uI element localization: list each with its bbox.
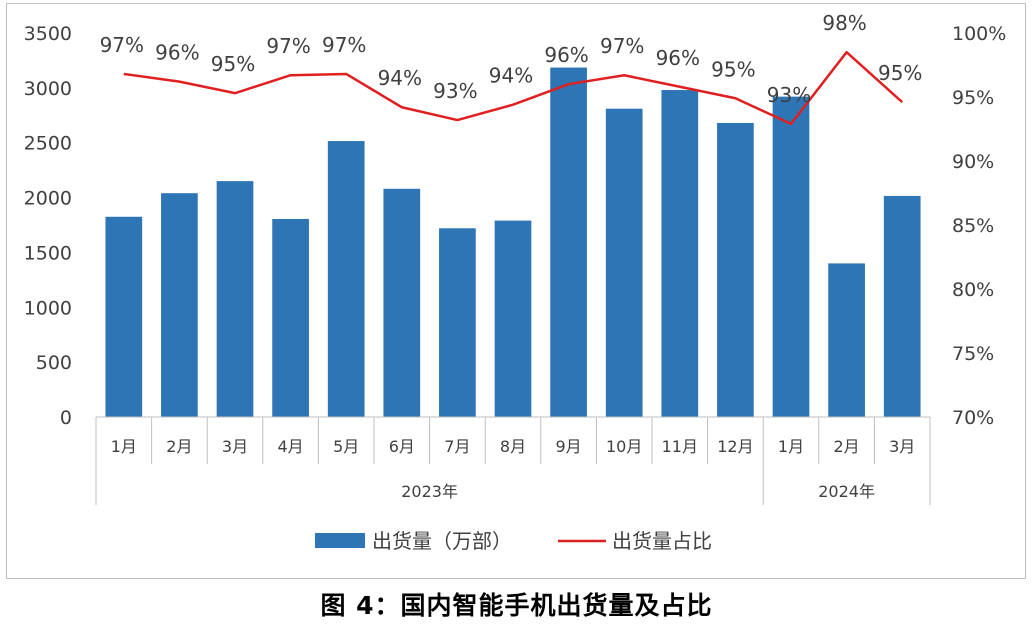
line-series-share (123, 50, 904, 126)
line-data-label: 98% (822, 11, 866, 35)
legend-label-bar: 出货量（万部） (372, 529, 512, 553)
line-data-label: 95% (211, 52, 255, 76)
y-left-tick-label: 3500 (24, 23, 72, 45)
line-data-label: 97% (322, 33, 366, 57)
line-data-label: 93% (433, 79, 477, 103)
bar (494, 220, 532, 417)
x-group-label: 2024年 (818, 482, 875, 501)
line-data-label: 95% (711, 57, 755, 81)
chart: 0 500 1000 1500 2000 2500 3000 3500 70% 75% 80% 85%… (24, 11, 1007, 553)
x-tick-label: 2月 (166, 437, 192, 456)
bar (105, 216, 143, 417)
x-tick-label: 5月 (333, 437, 359, 456)
bar (327, 141, 365, 417)
x-tick-label: 3月 (889, 437, 915, 456)
y-left-tick-label: 2500 (24, 133, 72, 155)
bar (605, 108, 643, 418)
line-data-label: 94% (489, 64, 533, 88)
x-tick-label: 10月 (606, 437, 642, 456)
x-tick-label: 7月 (444, 437, 470, 456)
y-left-tick-label: 500 (36, 352, 72, 374)
y-right-tick-label: 70% (952, 407, 994, 429)
line-data-label: 94% (378, 66, 422, 90)
bar (161, 193, 198, 417)
bar (717, 122, 754, 418)
x-tick-label: 4月 (278, 437, 304, 456)
bar (439, 228, 476, 417)
legend-swatch-bar (315, 533, 365, 548)
line-data-label: 97% (100, 33, 144, 57)
y-left-tick-label: 3000 (24, 78, 72, 100)
y-right-tick-label: 100% (952, 23, 1006, 45)
bar (828, 263, 865, 417)
x-tick-label: 6月 (389, 437, 415, 456)
y-right-tick-label: 90% (952, 151, 994, 173)
y-left-tick-label: 0 (60, 407, 72, 429)
line-data-label: 96% (155, 41, 199, 65)
y-right-tick-label: 85% (952, 215, 994, 237)
bar (772, 96, 810, 418)
bar (216, 181, 254, 417)
bar (883, 195, 921, 417)
y-right-tick-label: 95% (952, 87, 994, 109)
x-group-label: 2023年 (401, 482, 458, 501)
line-data-label: 96% (656, 46, 700, 70)
x-tick-label: 3月 (222, 437, 248, 456)
x-tick-label: 1月 (778, 437, 804, 456)
line-data-label: 97% (600, 34, 644, 58)
bar (661, 90, 699, 418)
chart-frame (6, 3, 1026, 579)
x-tick-label: 8月 (500, 437, 526, 456)
bar (550, 67, 587, 417)
figure-caption: 图 4：国内智能手机出货量及占比 (320, 591, 713, 620)
line-data-label: 93% (767, 83, 811, 107)
y-left-tick-label: 1000 (24, 297, 72, 319)
x-tick-label: 2月 (834, 437, 860, 456)
x-tick-label: 11月 (662, 437, 698, 456)
line-data-label: 96% (544, 43, 588, 67)
bar (383, 188, 421, 417)
x-tick-label: 1月 (111, 437, 137, 456)
y-left-tick-label: 2000 (24, 188, 72, 210)
y-left-tick-label: 1500 (24, 242, 72, 264)
line-data-label: 95% (878, 61, 922, 85)
legend-label-line: 出货量占比 (612, 529, 712, 553)
y-right-tick-label: 80% (952, 279, 994, 301)
x-tick-label: 9月 (556, 437, 582, 456)
bar (272, 218, 309, 417)
y-right-tick-label: 75% (952, 343, 994, 365)
x-tick-label: 12月 (717, 437, 753, 456)
line-data-label: 97% (266, 34, 310, 58)
